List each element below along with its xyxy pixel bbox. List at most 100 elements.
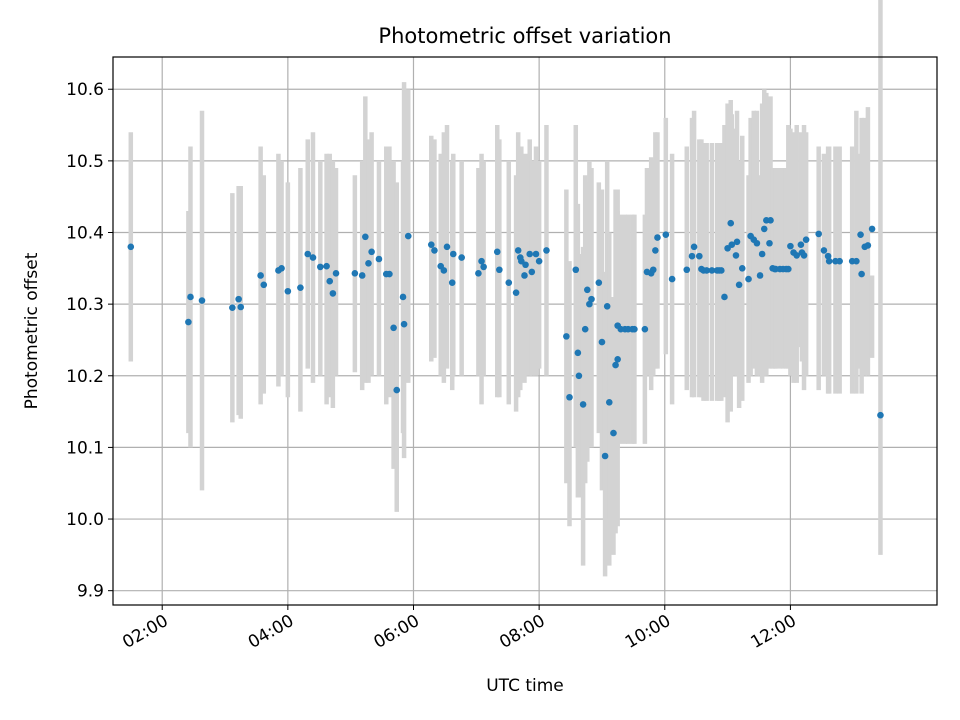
data-point [598,338,606,346]
data-point [393,386,401,394]
data-point [652,247,659,254]
data-point [631,325,638,333]
data-point [368,248,375,256]
data-point [448,279,456,286]
data-point [326,277,334,285]
data-point [583,286,591,294]
y-tick-label: 10.1 [66,438,104,458]
data-point [329,290,337,297]
data-point [427,241,435,248]
data-point [820,247,828,254]
y-tick-label: 10.2 [66,367,104,387]
data-point [386,270,393,278]
data-point [198,297,206,304]
data-point [362,233,369,241]
data-point [738,265,746,272]
data-point [614,355,621,363]
data-point [586,300,593,308]
data-point [284,287,292,295]
data-point [440,267,448,274]
data-point [480,263,487,271]
data-point [260,281,268,289]
data-point [703,267,710,274]
data-point [581,325,589,333]
data-point [688,252,696,260]
data-point [514,247,522,254]
data-point [332,270,340,277]
data-point [185,318,192,326]
data-point [612,361,619,369]
plot-frame [112,56,938,606]
data-point [572,266,580,274]
y-tick-label: 10.0 [66,510,104,530]
data-point [532,250,540,258]
data-point [521,272,528,279]
data-point [458,254,465,261]
data-point [649,266,657,274]
data-point [601,452,609,460]
y-tick-label: 10.3 [66,295,104,315]
data-point [449,250,457,258]
data-point [493,248,501,256]
data-point [443,243,451,251]
data-point [563,333,570,340]
data-point [824,252,832,260]
data-point [575,372,583,380]
data-point [579,401,587,408]
data-point [815,230,822,238]
data-points [127,217,884,460]
data-point [732,252,740,259]
data-point [566,393,573,401]
data-point [758,250,766,258]
data-point [528,268,536,276]
y-tick-label: 10.5 [66,152,104,172]
data-point [766,239,773,247]
data-point [257,272,264,279]
x-axis-label: UTC time [486,676,564,696]
data-point [853,257,860,265]
data-point [375,255,383,263]
data-point [522,261,529,269]
data-point [787,242,794,250]
data-point [785,265,792,273]
data-point [574,349,582,357]
data-point [802,236,810,243]
data-point [404,232,412,240]
data-point [235,295,242,303]
data-point [668,275,676,283]
data-point [690,243,698,251]
data-point [496,266,503,274]
y-axis-label: Photometric offset [22,252,42,409]
data-point [297,284,304,291]
data-point [358,272,366,279]
data-point [767,217,774,224]
data-point [864,242,872,249]
data-point [797,241,805,248]
data-point [696,252,703,260]
data-point [304,250,312,258]
data-point [478,257,485,265]
y-tick-label: 10.4 [66,224,104,244]
chart-title: Photometric offset variation [378,24,671,48]
data-point [756,272,764,279]
data-point [431,247,438,254]
data-point [399,293,407,301]
data-point [317,263,324,271]
data-point [390,324,397,332]
data-point [683,266,691,274]
data-point [877,411,884,419]
data-point [836,257,843,265]
y-tick-label: 10.6 [66,80,104,100]
data-point [543,247,550,254]
data-point [400,320,408,328]
data-point [595,279,603,286]
data-point [733,238,741,246]
data-point [708,267,716,274]
data-point [753,239,761,247]
data-point [505,279,513,286]
data-point [868,225,876,233]
data-point [857,231,864,238]
data-point [351,270,359,277]
data-point [858,270,865,278]
